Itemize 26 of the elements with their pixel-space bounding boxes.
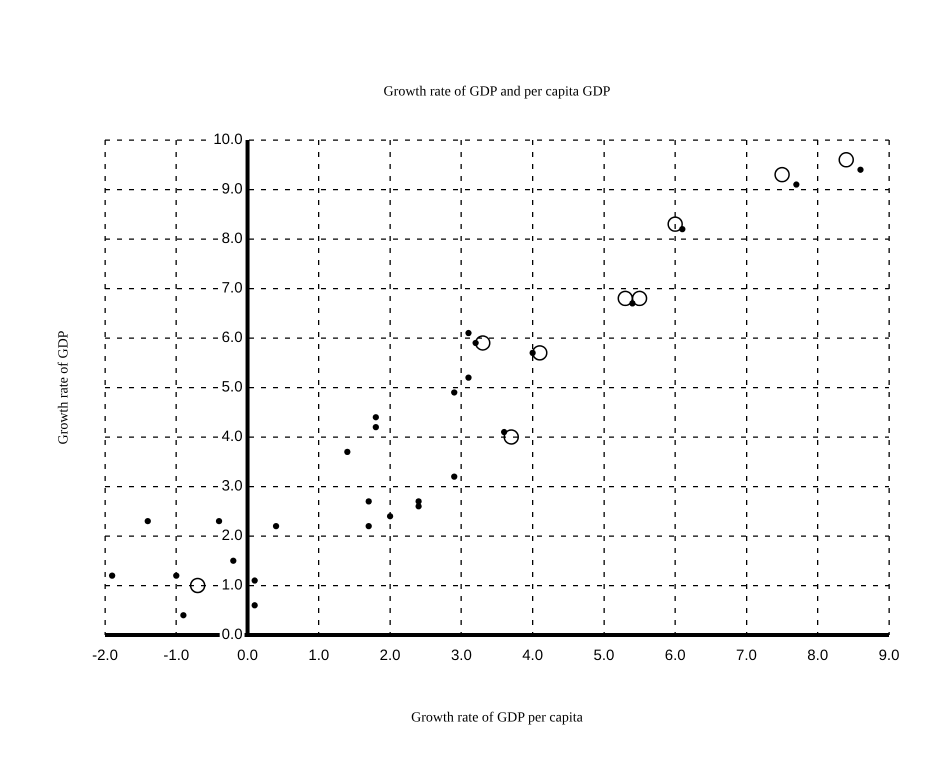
x-tick-label: 4.0 — [522, 647, 544, 664]
x-tick-label: -1.0 — [163, 647, 190, 664]
x-tick-label: 5.0 — [593, 647, 614, 664]
y-tick-label: 1.0 — [222, 576, 243, 594]
x-tick-label: 2.0 — [380, 647, 401, 664]
x-tick-label: 6.0 — [664, 647, 686, 664]
y-tick-label: 8.0 — [222, 230, 243, 248]
x-tick-label: 0.0 — [237, 647, 258, 664]
x-tick-label: 7.0 — [736, 647, 757, 664]
y-tick-label: 10.0 — [213, 131, 243, 148]
y-tick-label: 6.0 — [222, 329, 243, 346]
y-tick-label: 2.0 — [222, 527, 243, 544]
y-tick-label: 5.0 — [222, 378, 243, 396]
x-tick-label: 8.0 — [807, 647, 828, 664]
x-tick-label: -2.0 — [92, 647, 118, 664]
y-tick-label: 9.0 — [222, 180, 243, 198]
y-tick-label: 3.0 — [222, 478, 243, 495]
y-tick-label: 4.0 — [222, 428, 243, 446]
x-tick-label: 3.0 — [450, 647, 472, 664]
x-tick-label: 9.0 — [878, 647, 900, 664]
chart-title: Growth rate of GDP and per capita GDP — [384, 84, 611, 100]
x-axis-title: Growth rate of GDP per capita — [411, 710, 584, 726]
x-tick-label: 1.0 — [308, 647, 330, 664]
y-axis-title: Growth rate of GDP — [56, 330, 72, 444]
y-tick-label: 0.0 — [222, 626, 243, 644]
y-tick-label: 7.0 — [222, 280, 243, 297]
